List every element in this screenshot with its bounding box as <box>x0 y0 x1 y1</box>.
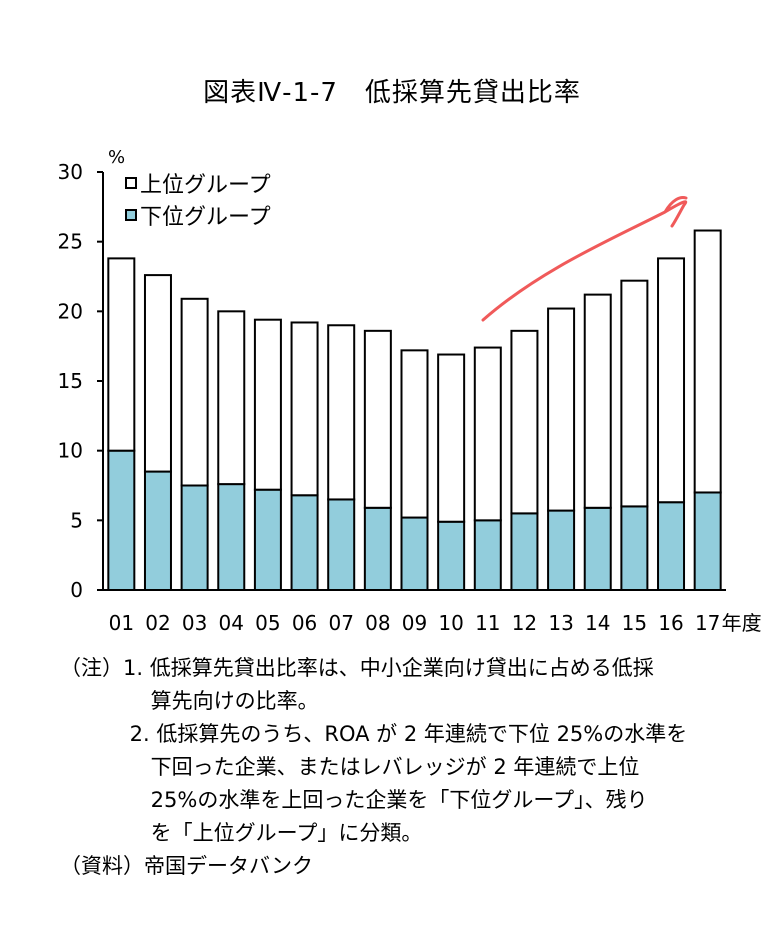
x-tick-label: 06 <box>292 611 317 635</box>
bar-lower-17 <box>693 491 722 592</box>
y-tick-label: 10 <box>58 439 83 463</box>
x-tick-label: 04 <box>219 611 244 635</box>
bar-upper-02 <box>143 274 172 473</box>
bar-upper-12 <box>510 329 539 515</box>
bar-upper-13 <box>547 307 576 512</box>
bar-lower-09 <box>400 516 429 592</box>
bar-lower-06 <box>290 494 319 591</box>
x-tick-label: 05 <box>255 611 280 635</box>
bar-upper-11 <box>473 346 502 522</box>
x-tick-label: 12 <box>512 611 537 635</box>
x-tick-label: 11 <box>475 611 500 635</box>
bar-upper-07 <box>327 324 356 501</box>
bar-lower-12 <box>510 512 539 591</box>
note-line: （注）1. 低採算先貸出比率は、中小企業向け貸出に占める低採 <box>60 656 654 680</box>
bar-lower-02 <box>143 470 172 592</box>
y-tick-label: 25 <box>58 230 83 254</box>
x-tick-label: 13 <box>548 611 573 635</box>
note-line: 25%の水準を上回った企業を「下位グループ」、残り <box>60 788 648 812</box>
bar-lower-14 <box>583 506 612 591</box>
bar-lower-08 <box>363 506 392 591</box>
bar-upper-16 <box>657 257 686 504</box>
x-tick-label: 15 <box>622 611 647 635</box>
bar-lower-04 <box>217 483 246 591</box>
note-line: 2. 低採算先のうち、ROA が 2 年連続で下位 25%の水準を <box>60 722 688 746</box>
bar-lower-01 <box>107 449 136 591</box>
x-tick-label: 07 <box>328 611 353 635</box>
bar-upper-05 <box>253 318 282 491</box>
y-axis-unit: % <box>108 147 125 168</box>
y-tick-label: 15 <box>58 369 83 393</box>
bar-upper-01 <box>107 257 136 452</box>
bar-upper-03 <box>180 297 209 487</box>
x-tick-label: 14 <box>585 611 610 635</box>
annotation-arrow <box>481 196 688 322</box>
x-tick-label: 09 <box>402 611 427 635</box>
chart-title: 図表Ⅳ-1-7 低採算先貸出比率 <box>203 78 581 108</box>
bar-upper-15 <box>620 279 649 508</box>
y-tick-label: 30 <box>58 160 83 184</box>
note-line: 算先向けの比率。 <box>60 689 319 713</box>
bar-lower-11 <box>473 519 502 591</box>
bar-upper-10 <box>437 353 466 523</box>
bar-upper-08 <box>363 329 392 509</box>
y-tick-label: 0 <box>70 578 83 602</box>
bar-lower-10 <box>437 520 466 592</box>
x-tick-label: 01 <box>109 611 134 635</box>
y-tick-label: 20 <box>58 299 83 323</box>
x-tick-label: 08 <box>365 611 390 635</box>
bar-upper-09 <box>400 349 429 519</box>
x-tick-label: 10 <box>438 611 463 635</box>
bar-lower-13 <box>547 509 576 591</box>
bar-lower-16 <box>657 501 686 591</box>
legend-label: 下位グループ <box>140 205 271 230</box>
legend-label: 上位グループ <box>140 173 271 198</box>
legend-swatch <box>125 209 137 221</box>
legend-swatch <box>125 177 137 189</box>
bar-lower-03 <box>180 484 209 591</box>
x-tick-label: 17 <box>695 611 720 635</box>
bar-upper-06 <box>290 321 319 497</box>
bar-lower-15 <box>620 505 649 591</box>
bar-lower-05 <box>253 488 282 591</box>
x-tick-label: 16 <box>658 611 683 635</box>
bar-upper-04 <box>217 310 246 486</box>
bar-lower-07 <box>327 498 356 591</box>
note-line: を「上位グループ」に分類。 <box>60 821 423 845</box>
source-line: （資料）帝国データバンク <box>60 854 314 878</box>
x-tick-label: 03 <box>182 611 207 635</box>
bar-upper-14 <box>583 293 612 509</box>
notes: （注）1. 低採算先貸出比率は、中小企業向け貸出に占める低採 算先向けの比率。 … <box>60 652 687 883</box>
x-axis-suffix: 年度 <box>722 611 762 635</box>
x-tick-label: 02 <box>145 611 170 635</box>
note-line: 下回った企業、またはレバレッジが 2 年連続で上位 <box>60 755 640 779</box>
y-tick-label: 5 <box>70 508 83 532</box>
bar-upper-17 <box>693 229 722 494</box>
